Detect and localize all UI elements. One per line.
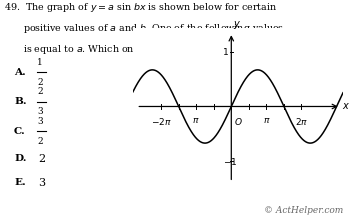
Text: D.: D. [14, 154, 27, 163]
Text: $2\pi$: $2\pi$ [295, 116, 308, 127]
Text: A.: A. [14, 68, 26, 77]
Text: 2: 2 [37, 78, 43, 87]
Text: 1: 1 [37, 58, 43, 67]
Text: B.: B. [14, 97, 27, 106]
Text: $-2\pi$: $-2\pi$ [151, 116, 172, 127]
Text: $\pi$: $\pi$ [262, 116, 270, 125]
Text: C.: C. [14, 127, 26, 136]
Text: $O$: $O$ [234, 116, 243, 127]
Text: 2: 2 [37, 137, 43, 146]
Text: 3: 3 [37, 107, 43, 116]
Text: 3: 3 [38, 178, 46, 188]
Text: E.: E. [14, 178, 26, 187]
Text: $1$: $1$ [222, 46, 229, 57]
Text: $y$: $y$ [233, 19, 241, 31]
Text: positive values of $a$ and $b$. One of the following values: positive values of $a$ and $b$. One of t… [23, 22, 284, 35]
Text: 2: 2 [37, 87, 43, 97]
Text: 2: 2 [38, 154, 46, 164]
Text: $x$: $x$ [342, 101, 350, 111]
Text: © ActHelper.com: © ActHelper.com [264, 206, 343, 215]
Text: 3: 3 [37, 117, 43, 126]
Text: is equal to $a$. Which one?: is equal to $a$. Which one? [23, 43, 145, 56]
Text: 49.  The graph of $y = a$ sin $bx$ is shown below for certain: 49. The graph of $y = a$ sin $bx$ is sho… [4, 1, 276, 14]
Text: $-1$: $-1$ [224, 156, 238, 167]
Text: $\pi$: $\pi$ [193, 116, 200, 125]
